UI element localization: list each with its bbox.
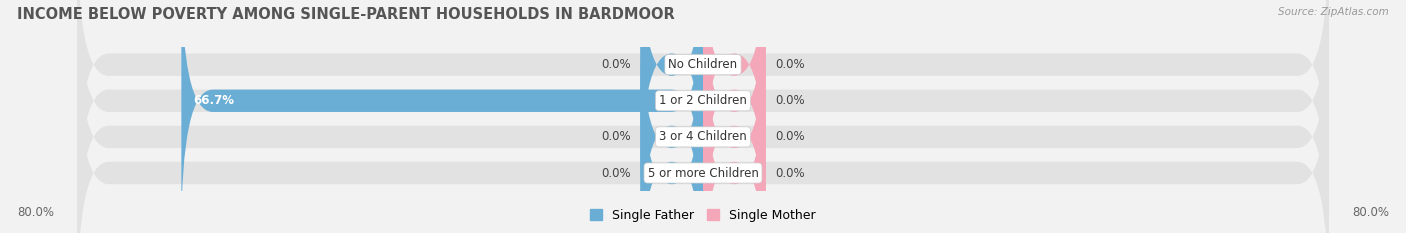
FancyBboxPatch shape	[181, 0, 703, 233]
FancyBboxPatch shape	[77, 0, 1329, 233]
Text: 0.0%: 0.0%	[602, 130, 631, 143]
Text: 3 or 4 Children: 3 or 4 Children	[659, 130, 747, 143]
Text: 0.0%: 0.0%	[602, 58, 631, 71]
Text: 0.0%: 0.0%	[602, 167, 631, 179]
FancyBboxPatch shape	[77, 0, 1329, 198]
Text: No Children: No Children	[668, 58, 738, 71]
Text: 0.0%: 0.0%	[775, 94, 804, 107]
Text: 66.7%: 66.7%	[193, 94, 233, 107]
Text: 0.0%: 0.0%	[775, 130, 804, 143]
Text: Source: ZipAtlas.com: Source: ZipAtlas.com	[1278, 7, 1389, 17]
FancyBboxPatch shape	[703, 4, 766, 233]
Text: 80.0%: 80.0%	[17, 206, 53, 219]
FancyBboxPatch shape	[77, 4, 1329, 233]
FancyBboxPatch shape	[77, 40, 1329, 233]
FancyBboxPatch shape	[641, 0, 703, 198]
Text: 5 or more Children: 5 or more Children	[648, 167, 758, 179]
FancyBboxPatch shape	[703, 40, 766, 233]
FancyBboxPatch shape	[641, 4, 703, 233]
Text: 1 or 2 Children: 1 or 2 Children	[659, 94, 747, 107]
FancyBboxPatch shape	[703, 0, 766, 198]
FancyBboxPatch shape	[703, 0, 766, 233]
Text: INCOME BELOW POVERTY AMONG SINGLE-PARENT HOUSEHOLDS IN BARDMOOR: INCOME BELOW POVERTY AMONG SINGLE-PARENT…	[17, 7, 675, 22]
Legend: Single Father, Single Mother: Single Father, Single Mother	[585, 204, 821, 227]
Text: 0.0%: 0.0%	[775, 58, 804, 71]
Text: 0.0%: 0.0%	[775, 167, 804, 179]
Text: 80.0%: 80.0%	[1353, 206, 1389, 219]
FancyBboxPatch shape	[641, 40, 703, 233]
